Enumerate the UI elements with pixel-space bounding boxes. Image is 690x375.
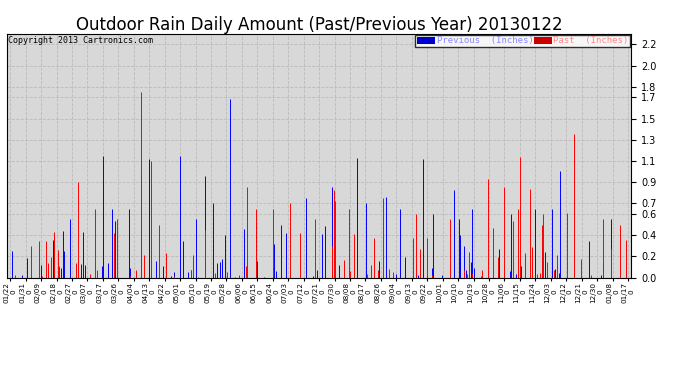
Legend: Previous  (Inches), Past  (Inches): Previous (Inches), Past (Inches) (415, 34, 631, 47)
Text: Copyright 2013 Cartronics.com: Copyright 2013 Cartronics.com (8, 36, 152, 45)
Title: Outdoor Rain Daily Amount (Past/Previous Year) 20130122: Outdoor Rain Daily Amount (Past/Previous… (76, 16, 562, 34)
